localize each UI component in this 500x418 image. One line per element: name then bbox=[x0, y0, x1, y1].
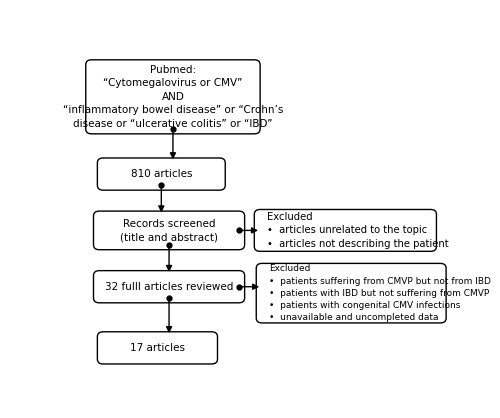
FancyBboxPatch shape bbox=[254, 209, 436, 251]
Text: Pubmed:
“Cytomegalovirus or CMV”
AND
“inflammatory bowel disease” or “Crohn’s
di: Pubmed: “Cytomegalovirus or CMV” AND “in… bbox=[63, 65, 283, 129]
Text: 32 fulll articles reviewed: 32 fulll articles reviewed bbox=[105, 282, 233, 292]
FancyBboxPatch shape bbox=[94, 211, 244, 250]
Text: Excluded
•  articles unrelated to the topic
•  articles not describing the patie: Excluded • articles unrelated to the top… bbox=[267, 212, 448, 249]
Text: 810 articles: 810 articles bbox=[130, 169, 192, 179]
Text: Records screened
(title and abstract): Records screened (title and abstract) bbox=[120, 219, 218, 242]
FancyBboxPatch shape bbox=[98, 158, 225, 190]
Text: 17 articles: 17 articles bbox=[130, 343, 185, 353]
FancyBboxPatch shape bbox=[256, 263, 446, 323]
Text: Excluded
•  patients suffering from CMVP but not from IBD    ( 4 )
•  patients w: Excluded • patients suffering from CMVP … bbox=[269, 264, 500, 322]
FancyBboxPatch shape bbox=[94, 270, 244, 303]
FancyBboxPatch shape bbox=[86, 60, 260, 134]
FancyBboxPatch shape bbox=[98, 332, 218, 364]
